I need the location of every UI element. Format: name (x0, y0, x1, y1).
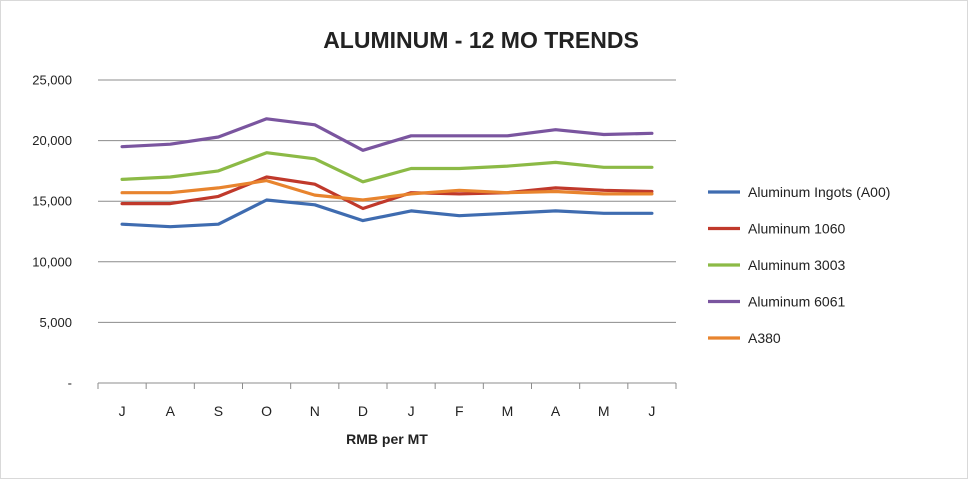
x-tick-label: F (455, 403, 464, 419)
legend-label: Aluminum 3003 (748, 257, 845, 273)
x-tick-label: O (261, 403, 272, 419)
x-tick-label: S (214, 403, 223, 419)
series-line-1 (120, 175, 654, 211)
y-tick-label: 20,000 (32, 133, 72, 148)
legend: Aluminum Ingots (A00) Aluminum 1060 Alumin… (708, 184, 890, 346)
x-tick-label: M (502, 403, 514, 419)
series-line-0 (120, 198, 654, 229)
legend-label: Aluminum Ingots (A00) (748, 184, 890, 200)
y-tick-label: - (68, 376, 72, 391)
legend-label: Aluminum 6061 (748, 294, 845, 310)
x-axis-label: RMB per MT (346, 431, 428, 447)
x-axis (97, 382, 677, 389)
series-line-4 (120, 179, 654, 202)
x-tick-label: M (598, 403, 610, 419)
y-axis-ticks: - 5,000 10,000 15,000 20,000 25,000 (32, 73, 72, 391)
x-tick-label: D (358, 403, 368, 419)
x-tick-label: A (551, 403, 561, 419)
legend-label: Aluminum 1060 (748, 221, 845, 237)
series-line-2 (120, 151, 654, 184)
x-tick-label: A (166, 403, 176, 419)
series-lines (120, 117, 654, 229)
y-tick-label: 10,000 (32, 254, 72, 269)
x-tick-label: J (408, 403, 415, 419)
series-line-3 (120, 117, 654, 152)
y-tick-label: 5,000 (39, 315, 72, 330)
legend-label: A380 (748, 330, 781, 346)
x-tick-label: N (310, 403, 320, 419)
x-tick-label: J (119, 403, 126, 419)
y-tick-label: 25,000 (32, 73, 72, 88)
y-tick-label: 15,000 (32, 194, 72, 209)
x-tick-label: J (648, 403, 655, 419)
chart-title: ALUMINUM - 12 MO TRENDS (323, 27, 639, 53)
